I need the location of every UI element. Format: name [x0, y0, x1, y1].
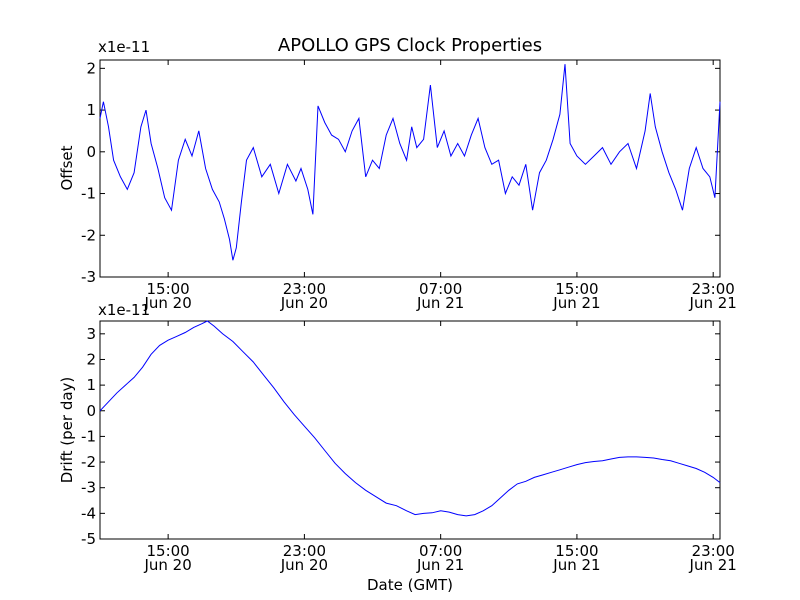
- offset-xtick-date-label: Jun 20: [280, 294, 328, 312]
- drift-ytick-label: 0: [86, 402, 96, 420]
- drift-xtick-time-label: 23:00: [283, 542, 326, 560]
- offset-plot-frame: [99, 59, 721, 278]
- drift-xtick-date-label: Jun 21: [416, 556, 464, 574]
- offset-ytick-label: 0: [86, 143, 96, 161]
- offset-ytick-label: -2: [81, 226, 96, 244]
- drift-ytick-label: 1: [86, 376, 96, 394]
- x-axis-label: Date (GMT): [367, 576, 453, 594]
- offset-ytick-label: -1: [81, 185, 96, 203]
- offset-xtick-date-label: Jun 20: [143, 294, 191, 312]
- offset-xtick-time-label: 15:00: [555, 280, 598, 298]
- chart-title: APOLLO GPS Clock Properties: [278, 35, 542, 56]
- drift-series-line: [99, 320, 721, 517]
- drift-y-axis-label: Drift (per day): [58, 377, 76, 484]
- drift-xtick-time-label: 23:00: [692, 542, 735, 560]
- offset-xtick-date-label: Jun 21: [689, 294, 737, 312]
- drift-ytick-label: -2: [81, 453, 96, 471]
- drift-ytick-label: 2: [86, 350, 96, 368]
- drift-xtick-time-label: 15:00: [147, 542, 190, 560]
- drift-xtick-date-label: Jun 20: [280, 556, 328, 574]
- offset-y-axis-label: Offset: [58, 145, 76, 190]
- drift-ytick-label: -1: [81, 427, 96, 445]
- drift-xtick-date-label: Jun 20: [143, 556, 191, 574]
- drift-plot-frame: [99, 320, 721, 540]
- drift-ytick-label: 3: [86, 325, 96, 343]
- drift-xtick-date-label: Jun 21: [689, 556, 737, 574]
- offset-ytick-label: 1: [86, 101, 96, 119]
- drift-xtick-time-label: 15:00: [555, 542, 598, 560]
- offset-panel: APOLLO GPS Clock Properties x1e-11 2 1 0 -1…: [58, 35, 737, 312]
- offset-xtick-date-label: Jun 21: [552, 294, 600, 312]
- drift-xtick-date-label: Jun 21: [552, 556, 600, 574]
- offset-xtick-time-label: 15:00: [147, 280, 190, 298]
- offset-scale-label: x1e-11: [98, 38, 150, 56]
- drift-scale-label: x1e-11: [98, 301, 150, 319]
- offset-xtick-time-label: 23:00: [692, 280, 735, 298]
- offset-xtick-time-label: 07:00: [419, 280, 462, 298]
- drift-ytick-label: -4: [81, 504, 96, 522]
- drift-ytick-label: -5: [81, 530, 96, 548]
- offset-xtick-time-label: 23:00: [283, 280, 326, 298]
- drift-xtick-time-label: 07:00: [419, 542, 462, 560]
- drift-ytick-label: -3: [81, 479, 96, 497]
- offset-ytick-label: -3: [81, 268, 96, 286]
- offset-xtick-date-label: Jun 21: [416, 294, 464, 312]
- offset-ytick-label: 2: [86, 59, 96, 77]
- offset-series-line: [99, 64, 721, 261]
